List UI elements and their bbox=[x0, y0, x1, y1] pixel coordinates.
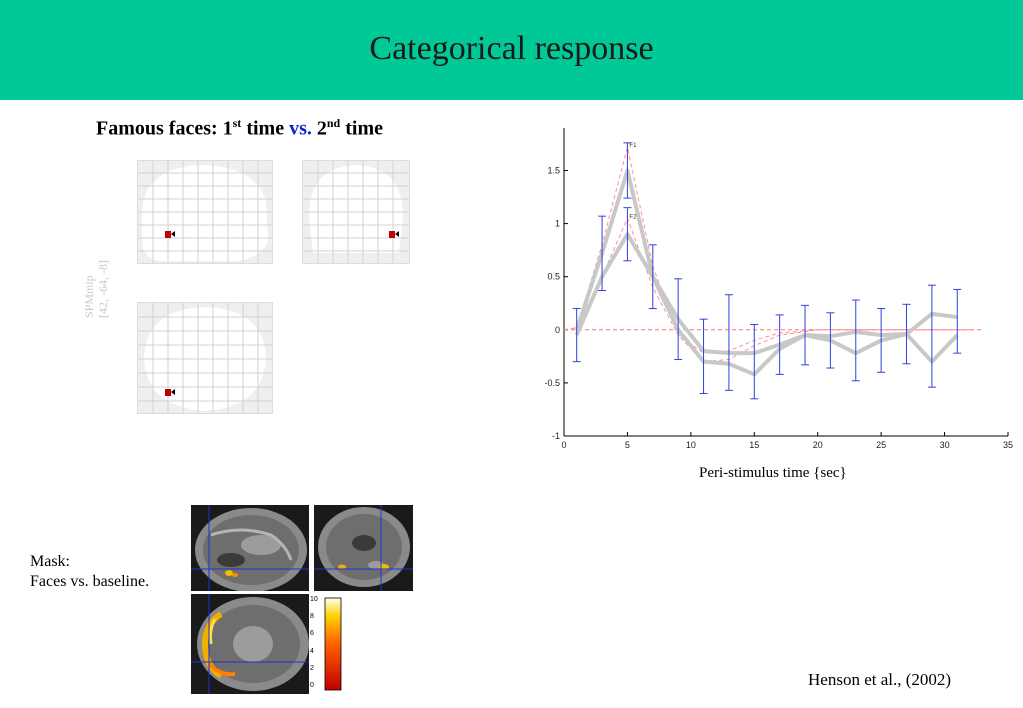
subtitle-text-4: time bbox=[340, 117, 383, 140]
cursor-arrow-icon bbox=[171, 389, 175, 395]
colorbar-tick-label: 6 bbox=[310, 630, 314, 638]
x-tick-label: 5 bbox=[625, 440, 630, 450]
subtitle-text-2: time bbox=[241, 117, 290, 140]
y-tick-label: 0.5 bbox=[547, 272, 560, 282]
colorbar-tick-label: 8 bbox=[310, 613, 314, 621]
colorbar-tick-label: 2 bbox=[310, 664, 314, 672]
activation-blob bbox=[338, 564, 346, 570]
cursor-arrow-icon bbox=[171, 231, 175, 237]
subtitle-text-3: 2 bbox=[311, 117, 327, 140]
series-line bbox=[574, 232, 959, 377]
x-tick-label: 25 bbox=[876, 440, 886, 450]
x-axis-label: Peri-stimulus time {sec} bbox=[699, 465, 847, 481]
subtitle-sup-1: st bbox=[232, 116, 242, 130]
x-tick-label: 35 bbox=[1003, 440, 1013, 450]
subtitle-sup-2: nd bbox=[326, 116, 341, 130]
mri-axial bbox=[191, 594, 309, 694]
x-tick-label: 0 bbox=[561, 440, 566, 450]
citation: Henson et al., (2002) bbox=[808, 670, 952, 689]
mask-label-line2: Faces vs. baseline. bbox=[30, 573, 150, 590]
colorbar-tick-label: 4 bbox=[310, 647, 314, 655]
spm-label-line2: [42, -64, -8] bbox=[96, 260, 110, 318]
colorbar-gradient bbox=[324, 597, 342, 691]
colorbar-tick-label: 0 bbox=[310, 682, 314, 689]
series-label: F2 bbox=[629, 214, 637, 220]
fitted-curve bbox=[563, 216, 970, 354]
series-line bbox=[574, 168, 958, 356]
slide-title: Categorical response bbox=[369, 30, 654, 67]
series-label: F1 bbox=[629, 143, 637, 149]
glass-brain-coronal bbox=[302, 160, 410, 264]
glass-brain-sagittal bbox=[137, 160, 273, 264]
response-chart: -1 -0.5 0 0.5 1 1.5 0 5 10 15 20 25 30 35 F1 F2 bbox=[544, 128, 1013, 450]
colorbar: 10 8 6 4 2 0 bbox=[310, 596, 356, 694]
x-tick-label: 30 bbox=[940, 440, 950, 450]
y-tick-label: -0.5 bbox=[544, 378, 560, 388]
spm-coordinate-label: SPMmip [42, -64, -8] bbox=[82, 258, 110, 318]
subtitle-vs: vs. bbox=[289, 117, 312, 140]
activation-blob bbox=[165, 231, 171, 238]
glass-brain-axial bbox=[137, 302, 273, 414]
y-tick-label: 1 bbox=[555, 219, 560, 229]
spm-label-line1: SPMmip bbox=[82, 275, 96, 318]
cursor-arrow-icon bbox=[395, 231, 399, 237]
activation-blob bbox=[232, 573, 238, 577]
y-tick-label: 0 bbox=[555, 325, 560, 335]
colorbar-tick-label: 10 bbox=[310, 596, 318, 603]
y-tick-label: -1 bbox=[552, 431, 560, 441]
mri-coronal bbox=[314, 505, 413, 591]
x-tick-label: 20 bbox=[813, 440, 823, 450]
title-bar bbox=[0, 0, 1023, 100]
mask-label-line1: Mask: bbox=[30, 553, 70, 570]
activation-blob bbox=[225, 570, 233, 576]
activation-blob bbox=[389, 231, 395, 238]
activation-blob bbox=[207, 662, 236, 677]
x-tick-label: 10 bbox=[686, 440, 696, 450]
y-tick-label: 1.5 bbox=[547, 165, 560, 175]
x-tick-label: 15 bbox=[749, 440, 759, 450]
mask-label: Mask: Faces vs. baseline. bbox=[30, 552, 149, 592]
subtitle-text-1: Famous faces: 1 bbox=[96, 117, 233, 140]
mri-sagittal bbox=[191, 505, 309, 591]
activation-blob bbox=[165, 389, 171, 396]
activation-blob bbox=[209, 618, 217, 645]
figure-subtitle: Famous faces: 1st time vs. 2nd time bbox=[96, 116, 383, 141]
